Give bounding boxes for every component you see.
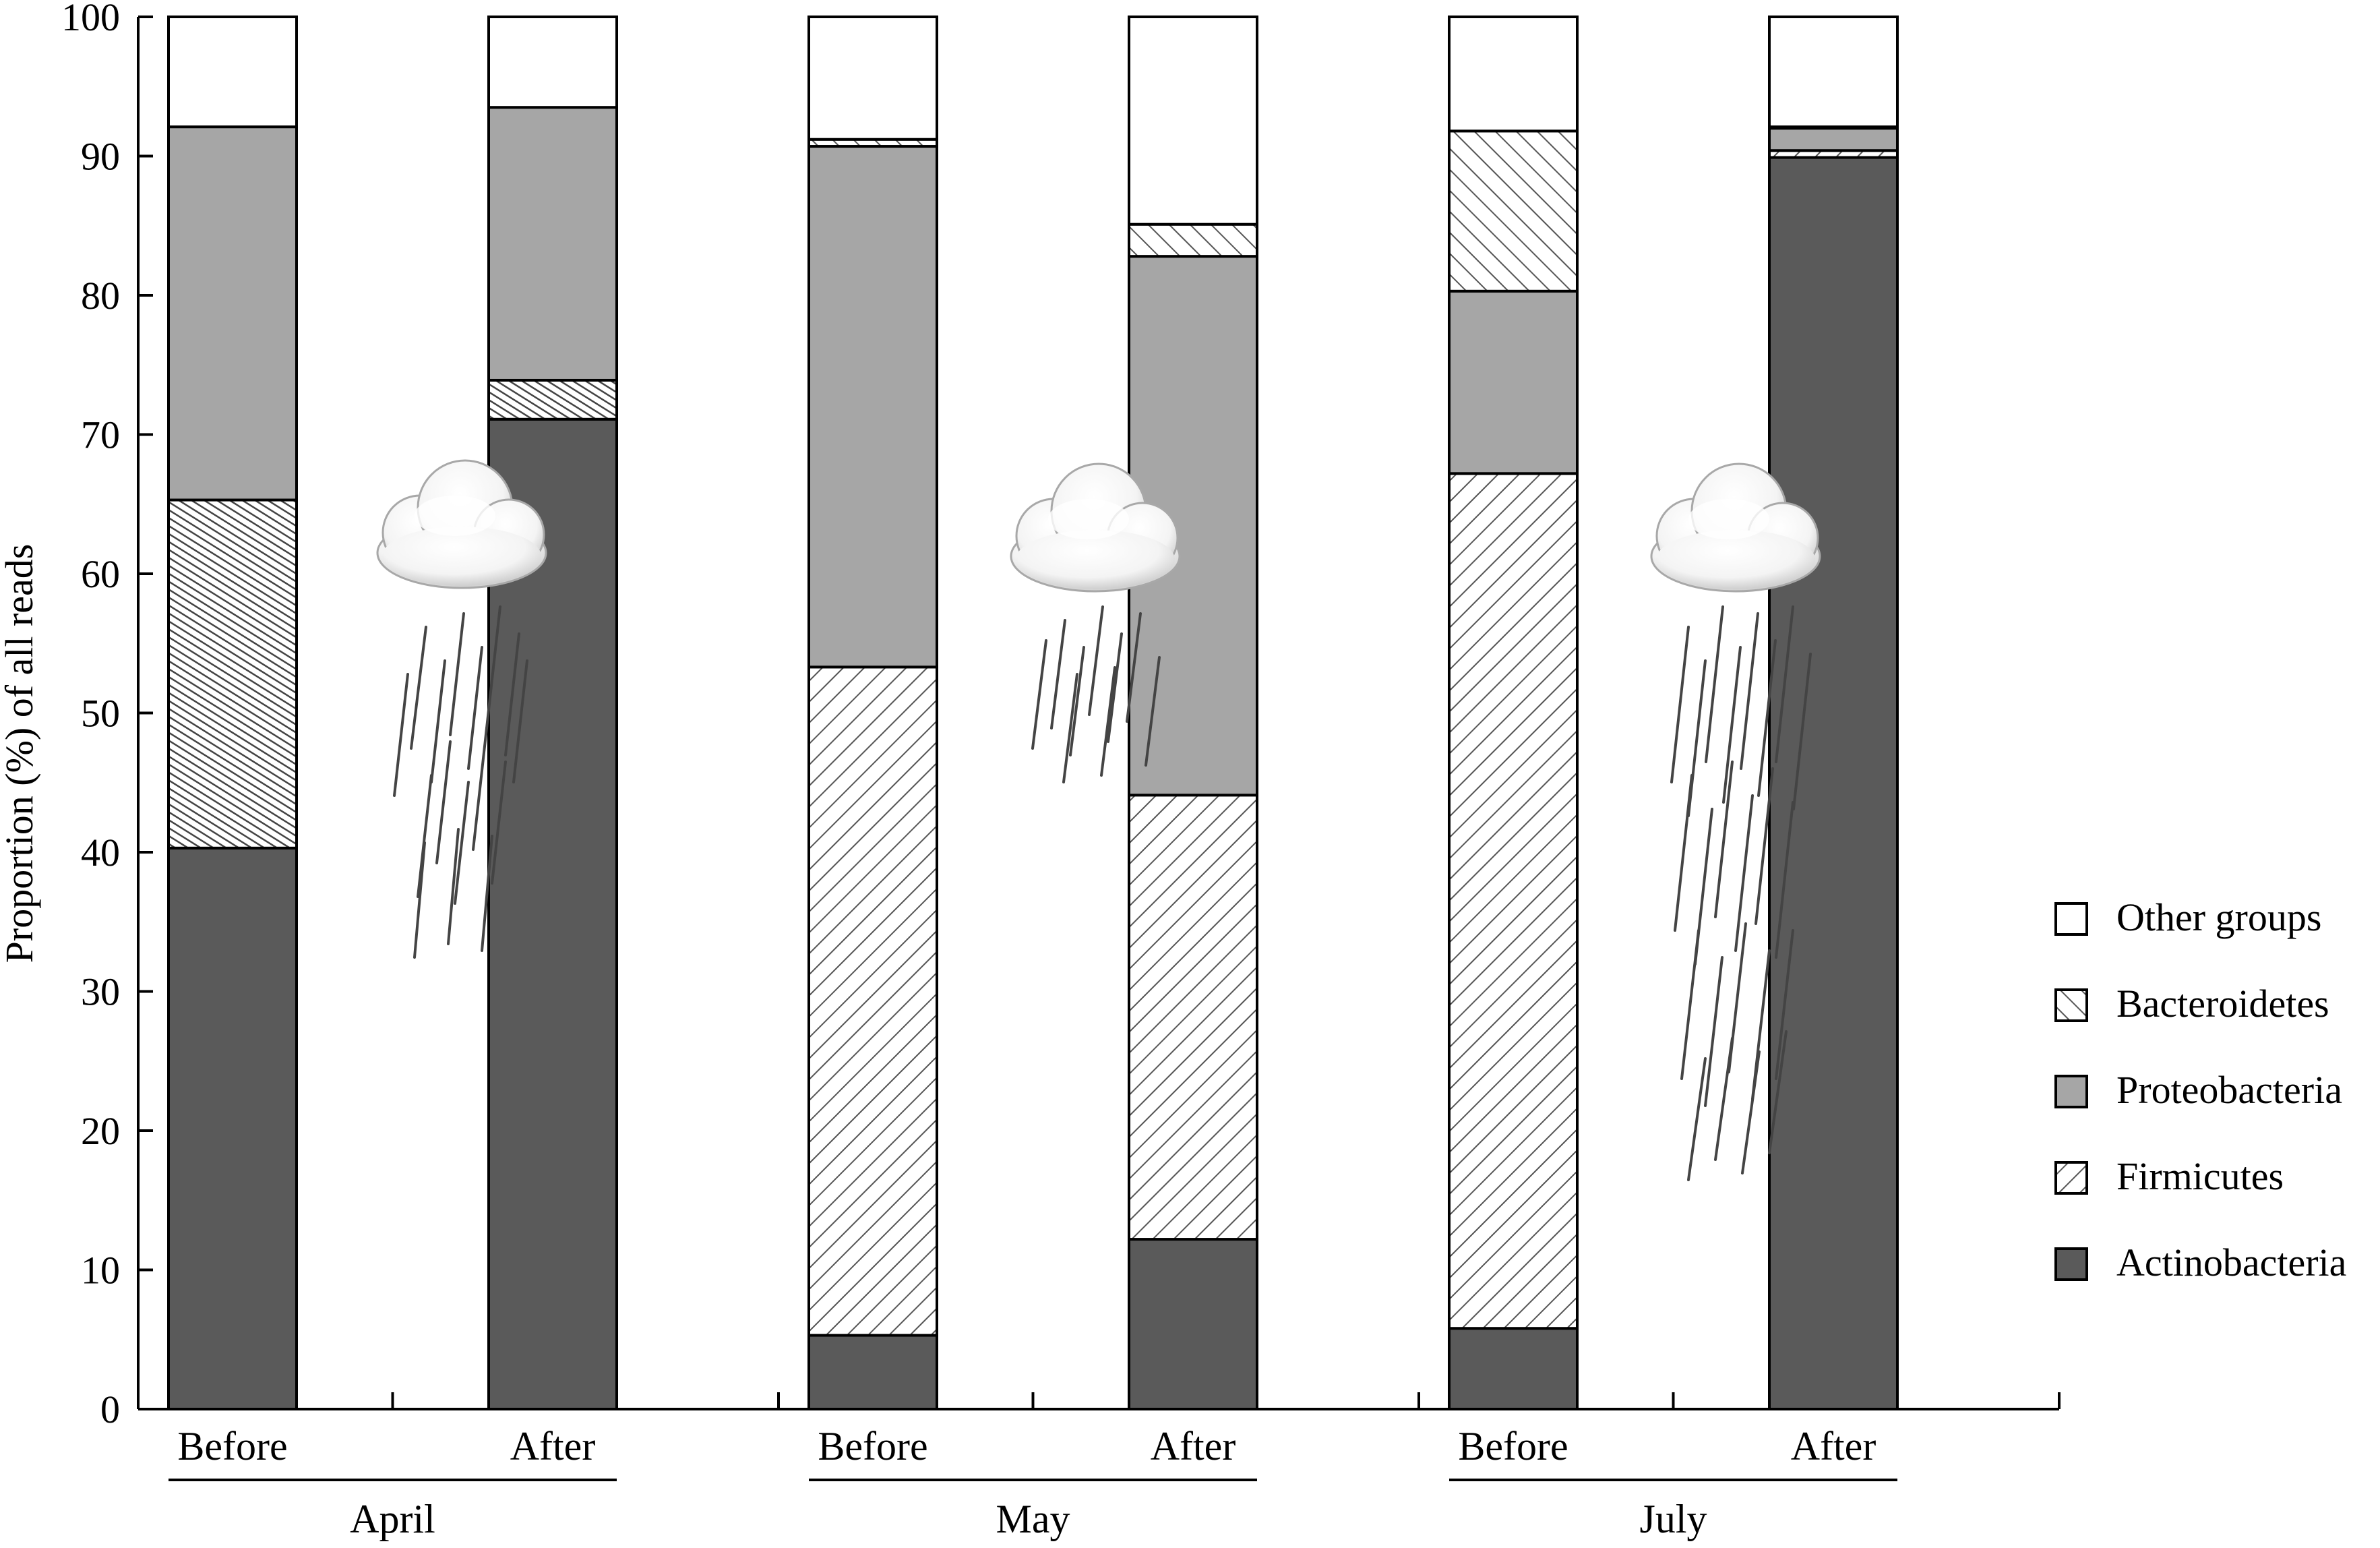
bar-outline: [1448, 16, 1579, 1410]
bar-segment-firmicutes: [807, 665, 938, 1337]
bar-segment-bacteroidetes: [1128, 222, 1258, 258]
y-tick-label: 10: [81, 1249, 120, 1292]
rain-cloud-icon: [376, 459, 547, 959]
bar-segment-other-groups: [1448, 16, 1579, 133]
bar-segment-actinobacteria: [807, 1334, 938, 1411]
legend-swatch-firmicutes: [2054, 1161, 2088, 1195]
y-tick-label: 0: [100, 1388, 120, 1431]
bar-segment-other-groups: [167, 16, 298, 129]
legend-label: Firmicutes: [2116, 1154, 2284, 1198]
y-axis-label: Proportion (%) of all reads: [0, 544, 41, 963]
bar-outline: [1768, 16, 1899, 1410]
y-tick-label: 60: [81, 552, 120, 596]
legend-swatch-proteobacteria: [2054, 1075, 2088, 1108]
weather-layer: [376, 459, 1821, 1181]
y-tick-label: 70: [81, 413, 120, 457]
rain-cloud-icon: [1010, 463, 1181, 783]
bar-segment-firmicutes: [1128, 794, 1258, 1241]
bar-segment-proteobacteria: [1448, 289, 1579, 475]
bar-segment-firmicutes: [167, 498, 298, 850]
y-tick-label: 40: [81, 831, 120, 874]
bar-segment-proteobacteria: [807, 145, 938, 669]
rain-cloud-icon: [1650, 463, 1821, 1181]
bars-layer: [167, 16, 1899, 1411]
legend-swatch-other-groups: [2054, 902, 2088, 936]
bar-segment-firmicutes: [487, 378, 618, 421]
legend-label: Bacteroidetes: [2116, 982, 2329, 1025]
group-label: April: [350, 1497, 435, 1541]
x-category-label: Before: [1458, 1424, 1568, 1468]
bar-segment-proteobacteria: [1768, 127, 1899, 152]
bar-segment-actinobacteria: [167, 846, 298, 1411]
bar-segment-bacteroidetes: [1448, 129, 1579, 293]
y-tick-label: 20: [81, 1109, 120, 1153]
y-tick-label: 90: [81, 135, 120, 179]
y-tick-label: 50: [81, 692, 120, 736]
x-category-label: After: [510, 1424, 596, 1468]
x-category-label: Before: [177, 1424, 287, 1468]
legend-swatch-bacteroidetes: [2054, 988, 2088, 1022]
bar-segment-other-groups: [1128, 16, 1258, 226]
bar-outline: [807, 16, 938, 1410]
bar-segment-other-groups: [487, 16, 618, 109]
bar-segment-firmicutes: [1448, 472, 1579, 1330]
x-category-label: Before: [818, 1424, 927, 1468]
labels-layer: 0 10 20 30 40 50 60 70 80 90 100 Proportion (%) of …: [0, 0, 1876, 1541]
x-category-label: After: [1791, 1424, 1876, 1468]
bar-segment-other-groups: [807, 16, 938, 141]
axis-layer: [137, 16, 2061, 1481]
bar-segment-actinobacteria: [1448, 1327, 1579, 1410]
bar-segment-other-groups: [1768, 16, 1899, 129]
legend-swatch-actinobacteria: [2054, 1247, 2088, 1281]
bar-segment-proteobacteria: [167, 125, 298, 502]
y-tick-label: 30: [81, 970, 120, 1014]
legend-label: Other groups: [2116, 895, 2321, 939]
group-label: May: [996, 1497, 1070, 1541]
legend: Other groups Bacteroidetes Proteobacteria F…: [2054, 895, 2346, 1284]
group-label: July: [1639, 1497, 1707, 1541]
y-tick-label: 80: [81, 274, 120, 318]
bar-segment-proteobacteria: [487, 106, 618, 382]
legend-label: Actinobacteria: [2116, 1241, 2346, 1284]
legend-label: Proteobacteria: [2116, 1068, 2342, 1112]
bar-outline: [167, 16, 298, 1410]
y-tick-label: 100: [61, 0, 120, 39]
x-category-label: After: [1151, 1424, 1236, 1468]
bar-segment-actinobacteria: [1128, 1238, 1258, 1410]
bar-segment-actinobacteria: [487, 417, 618, 1410]
bar-segment-actinobacteria: [1768, 156, 1899, 1411]
